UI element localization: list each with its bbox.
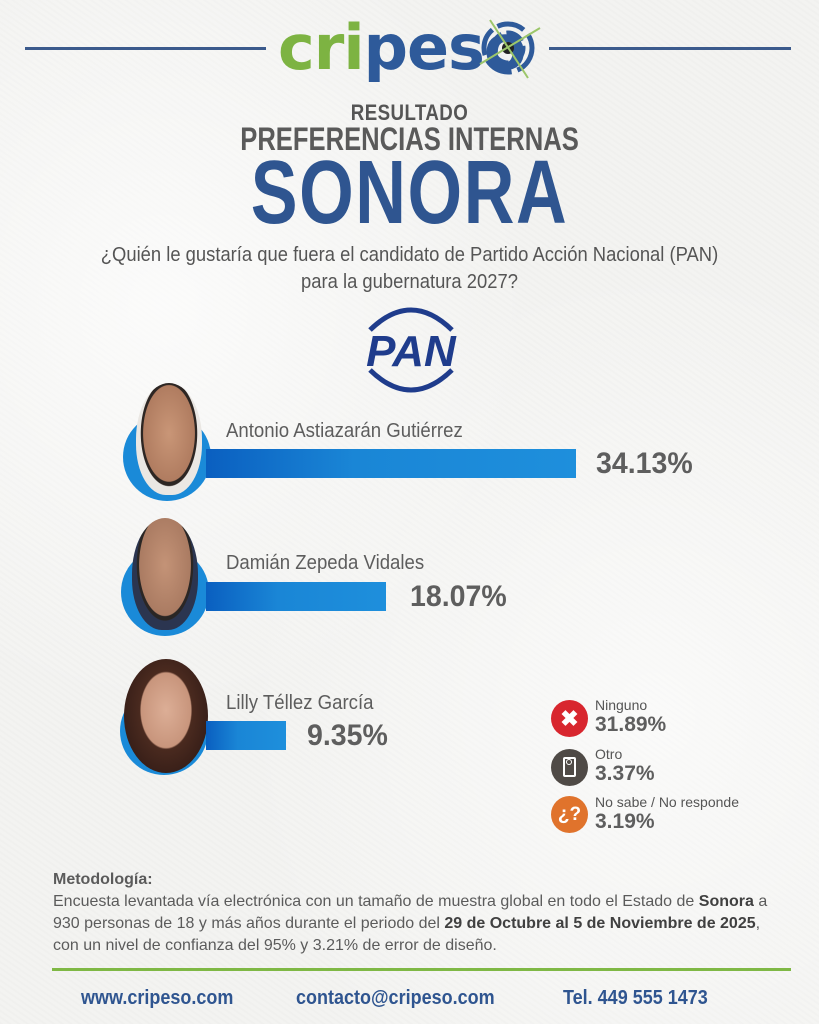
methodology-text-3: , con un nivel de confianza del 95% y 3.… <box>53 915 761 954</box>
website-link[interactable]: www.cripeso.com <box>81 987 234 1009</box>
candidate-photo <box>136 383 202 495</box>
methodology-dates: 29 de Octubre al 5 de Noviembre de 2025 <box>444 915 756 932</box>
methodology: Metodología: Encuesta levantada vía elec… <box>53 869 783 957</box>
header-line-left <box>25 47 266 50</box>
question-line-1: ¿Quién le gustaría que fuera el candidat… <box>100 244 719 266</box>
cripeso-logo: cripeso <box>278 10 543 90</box>
other-label: Otro <box>595 746 623 762</box>
other-label: No sabe / No responde <box>595 794 739 810</box>
methodology-title: Metodología: <box>53 871 153 888</box>
header-line-right <box>549 47 791 50</box>
logo-text-green: cri <box>278 11 365 84</box>
footer-divider <box>52 968 791 971</box>
page-title: SONORA <box>250 143 569 243</box>
methodology-text-2: a 930 personas de 18 y más años durante … <box>53 893 768 932</box>
email-link[interactable]: contacto@cripeso.com <box>296 987 495 1009</box>
result-bar <box>206 721 286 750</box>
pan-logo: PAN <box>366 307 457 393</box>
phone-number: Tel. 449 555 1473 <box>563 987 708 1009</box>
other-label: Ninguno <box>595 697 648 713</box>
methodology-text: Encuesta levantada vía electrónica con u… <box>53 891 783 957</box>
other-percent: 3.37% <box>595 762 655 785</box>
candidate-name: Lilly Téllez García <box>226 692 374 714</box>
candidate-name: Damián Zepeda Vidales <box>226 552 425 574</box>
methodology-text-1: Encuesta levantada vía electrónica con u… <box>53 893 699 910</box>
candidate-photo <box>124 659 208 773</box>
target-icon <box>479 19 541 79</box>
pan-label: PAN <box>366 327 457 376</box>
result-percent: 34.13% <box>596 447 693 480</box>
question-icon: ¿? <box>551 796 588 833</box>
survey-question: ¿Quién le gustaría que fuera el candidat… <box>33 242 786 296</box>
result-percent: 9.35% <box>307 719 388 752</box>
candidate-photo <box>132 518 198 630</box>
question-line-2: para la gubernatura 2027? <box>301 271 518 293</box>
methodology-state: Sonora <box>698 893 754 910</box>
result-bar <box>206 582 386 611</box>
other-percent: 31.89% <box>595 713 667 736</box>
result-bar <box>206 449 576 478</box>
candidate-name: Antonio Astiazarán Gutiérrez <box>226 420 463 442</box>
result-percent: 18.07% <box>410 580 507 613</box>
subtitle: PREFERENCIAS INTERNAS <box>240 121 579 157</box>
ballot-icon <box>551 749 588 786</box>
kicker-title: RESULTADO <box>350 100 469 125</box>
other-percent: 3.19% <box>595 810 655 833</box>
x-icon: ✖ <box>551 700 588 737</box>
